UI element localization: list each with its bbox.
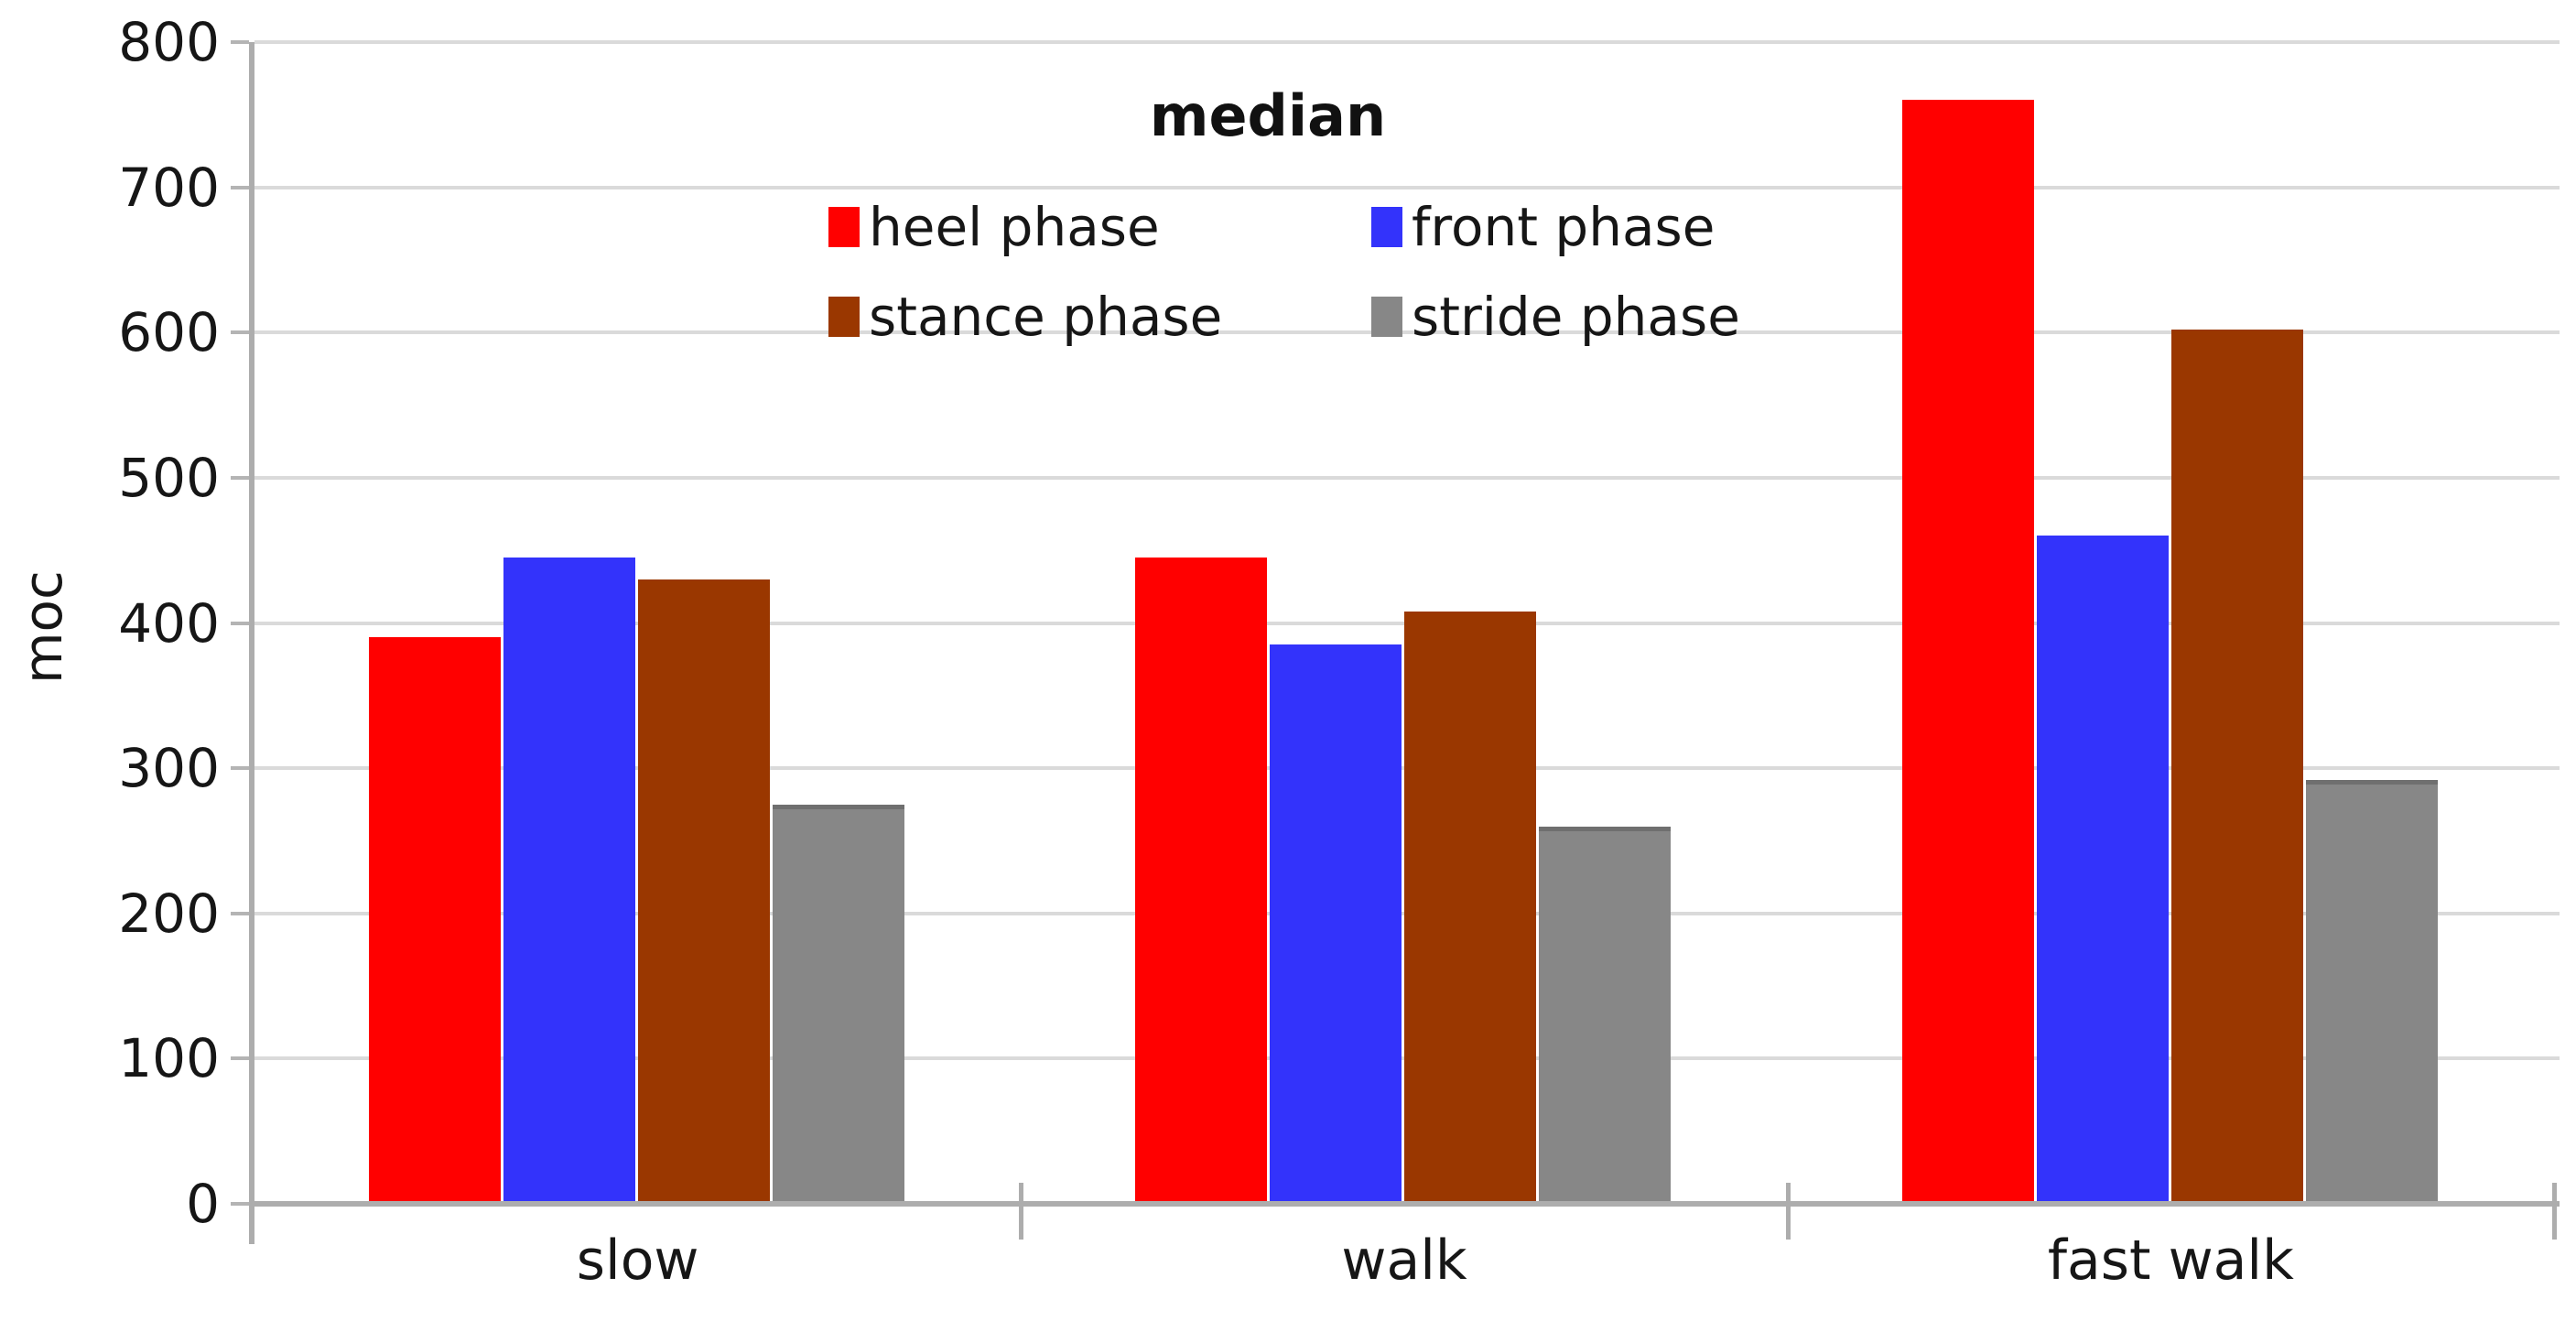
y-tick-label-500: 500 [118, 446, 220, 509]
y-axis-tick [231, 40, 249, 44]
bar-stance-phase-fast-walk [2170, 330, 2303, 1204]
x-axis-tick [1785, 1183, 1791, 1240]
legend-swatch-front-phase [1371, 207, 1402, 247]
bar-front-phase-slow [503, 558, 635, 1204]
y-axis-tick [231, 1202, 249, 1206]
y-axis-tick [231, 330, 249, 335]
legend-item-stance-phase: stance phase [828, 289, 1222, 344]
y-axis-tick [231, 621, 249, 625]
gridline-800 [254, 40, 2560, 44]
chart-title: median [1149, 82, 1387, 149]
x-axis-tick [2552, 1183, 2557, 1240]
x-axis-line [249, 1201, 2560, 1207]
y-tick-label-600: 600 [118, 301, 220, 364]
y-tick-label-400: 400 [118, 591, 220, 655]
gridline-700 [254, 185, 2560, 189]
bar-heel-phase-walk [1135, 558, 1268, 1204]
y-tick-label-300: 300 [118, 737, 220, 800]
bar-heel-phase-fast-walk [1901, 100, 2034, 1204]
legend-label: front phase [1412, 196, 1716, 258]
y-axis-line [249, 42, 254, 1244]
legend-label: heel phase [869, 196, 1160, 258]
bar-stance-phase-walk [1404, 611, 1537, 1204]
legend-item-stride-phase: stride phase [1371, 289, 1740, 344]
y-axis-tick [231, 766, 249, 771]
bar-heel-phase-slow [369, 637, 501, 1204]
legend-label: stride phase [1412, 286, 1740, 348]
x-label-fast-walk: fast walk [2047, 1229, 2294, 1293]
gridline-500 [254, 475, 2560, 480]
y-axis-tick [231, 475, 249, 480]
legend-item-heel-phase: heel phase [828, 200, 1160, 254]
y-tick-label-0: 0 [186, 1173, 220, 1235]
legend-label: stance phase [869, 286, 1223, 348]
legend-swatch-stride-phase [1371, 297, 1402, 337]
bar-stride-phase-fast-walk [2305, 779, 2438, 1204]
gridline-600 [254, 330, 2560, 335]
x-label-walk: walk [1341, 1229, 1467, 1293]
y-tick-label-700: 700 [118, 156, 220, 219]
legend-swatch-stance-phase [828, 297, 860, 337]
legend-item-front-phase: front phase [1371, 200, 1715, 254]
x-label-slow: slow [576, 1229, 699, 1293]
legend-swatch-heel-phase [828, 207, 860, 247]
bar-stance-phase-slow [638, 579, 770, 1204]
y-tick-label-100: 100 [118, 1027, 220, 1090]
x-axis-tick [1019, 1183, 1024, 1240]
y-axis-tick [231, 185, 249, 189]
y-tick-label-800: 800 [118, 11, 220, 73]
bar-stride-phase-slow [773, 804, 904, 1204]
y-tick-label-200: 200 [118, 882, 220, 945]
y-axis-tick [231, 911, 249, 915]
bar-front-phase-fast-walk [2036, 536, 2169, 1204]
bar-stride-phase-walk [1539, 826, 1672, 1204]
bar-front-phase-walk [1270, 644, 1402, 1204]
y-axis-tick [231, 1056, 249, 1061]
